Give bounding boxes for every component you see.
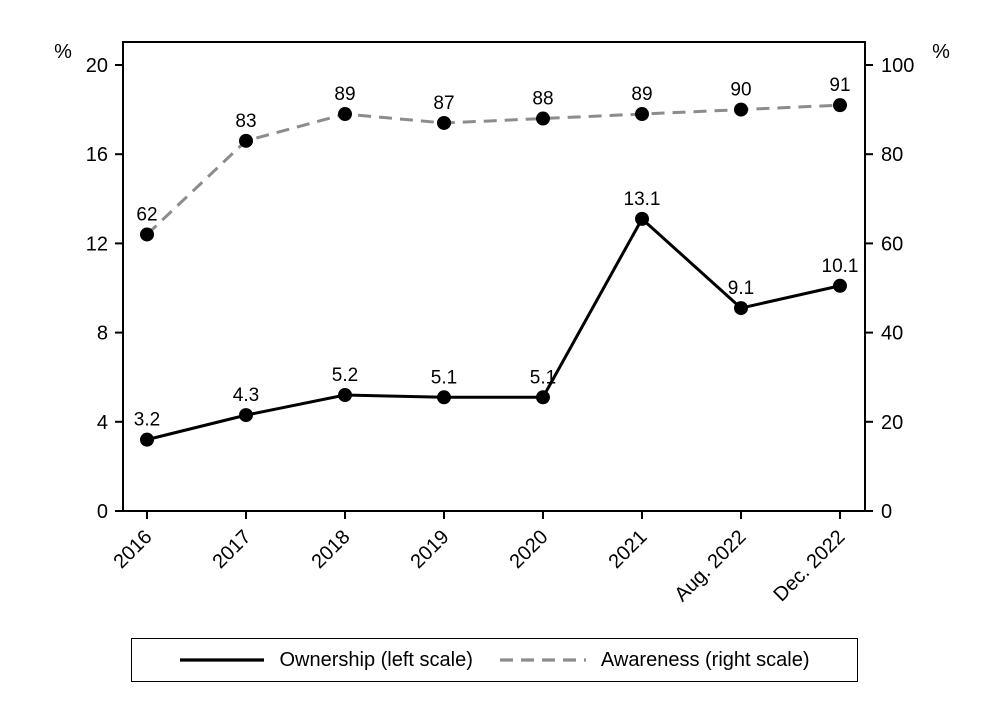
ownership-point-marker [833, 278, 847, 293]
x-axis-tick-label: 2019 [407, 526, 454, 573]
ownership-point-marker [338, 388, 352, 403]
awareness-point-marker [239, 133, 253, 148]
chart-legend: Ownership (left scale) Awareness (right … [131, 638, 858, 682]
x-axis-tick-label: 2016 [110, 526, 157, 573]
ownership-point-marker [437, 390, 451, 405]
ownership-point-label: 5.2 [332, 365, 358, 386]
legend-label-ownership: Ownership (left scale) [279, 648, 473, 671]
ownership-point-label: 3.2 [134, 410, 160, 431]
awareness-point-label: 89 [334, 84, 355, 105]
y-axis-left-unit-label: % [54, 41, 72, 63]
y-axis-right-unit-label: % [932, 41, 950, 63]
legend-line-dashed-icon [499, 658, 586, 662]
y-axis-left: 0 4 8 12 16 20% [54, 41, 123, 523]
y-axis-left-tick-label: 20 [86, 55, 108, 77]
plot-border [122, 41, 866, 512]
x-axis-tick-label: 2018 [308, 526, 355, 573]
awareness-point-label: 90 [730, 80, 751, 101]
awareness-point-marker [734, 102, 748, 117]
x-axis-tick-label: Dec. 2022 [770, 526, 850, 606]
y-axis-right-tick-label: 0 [881, 501, 892, 523]
ownership-point-label: 10.1 [822, 256, 859, 277]
ownership-point-marker [635, 211, 649, 226]
ownership-point-marker [140, 432, 154, 447]
x-axis: 2016 2017 2018 2019 2020 2021 Aug. 2022 Dec. 20… [110, 511, 850, 606]
y-axis-right: 0 20 40 60 80 100% [865, 41, 950, 523]
x-axis-tick-label: 2021 [605, 526, 652, 573]
y-axis-left-tick-label: 12 [86, 233, 108, 255]
awareness-point-label: 91 [829, 75, 850, 96]
ownership-point-marker [536, 390, 550, 405]
legend-label-awareness: Awareness (right scale) [600, 648, 810, 671]
awareness-line [145, 103, 841, 236]
ownership-line [146, 216, 841, 442]
ownership-point-marker [239, 408, 253, 423]
y-axis-left-tick-label: 8 [97, 323, 108, 345]
y-axis-right-tick-label: 20 [881, 412, 903, 434]
ownership-points: 3.2 4.3 5.2 5.1 5.1 13.1 9.1 10.1 [134, 189, 859, 447]
awareness-points: 62 83 89 87 88 89 90 91 [136, 75, 851, 242]
legend-item-ownership: Ownership (left scale) [179, 648, 473, 672]
awareness-point-label: 88 [532, 89, 553, 110]
awareness-point-label: 89 [631, 84, 652, 105]
y-axis-left-tick-label: 16 [86, 144, 108, 166]
ownership-point-marker [734, 301, 748, 316]
y-axis-left-tick-label: 0 [97, 501, 108, 523]
awareness-point-label: 87 [433, 93, 454, 114]
ownership-point-label: 5.1 [530, 367, 556, 388]
x-axis-tick-label: Aug. 2022 [670, 526, 750, 606]
awareness-point-marker [338, 107, 352, 122]
y-axis-right-tick-label: 40 [881, 323, 903, 345]
awareness-point-label: 62 [136, 204, 157, 225]
awareness-point-label: 83 [235, 111, 256, 132]
x-axis-tick-label: 2017 [209, 526, 256, 573]
legend-item-awareness: Awareness (right scale) [499, 649, 810, 672]
ownership-point-label: 9.1 [728, 278, 754, 299]
awareness-point-marker [833, 98, 847, 113]
y-axis-right-tick-label: 80 [881, 144, 903, 166]
y-axis-right-tick-label: 100 [881, 55, 914, 77]
x-axis-tick-label: 2020 [506, 526, 553, 573]
awareness-point-marker [536, 111, 550, 126]
y-axis-left-tick-label: 4 [97, 412, 108, 434]
ownership-point-label: 13.1 [624, 189, 661, 210]
awareness-point-marker [635, 107, 649, 122]
legend-line-solid-icon [180, 658, 265, 662]
awareness-point-marker [437, 115, 451, 130]
awareness-point-marker [140, 227, 154, 242]
ownership-point-label: 4.3 [233, 385, 259, 406]
y-axis-right-tick-label: 60 [881, 233, 903, 255]
ownership-point-label: 5.1 [431, 367, 457, 388]
